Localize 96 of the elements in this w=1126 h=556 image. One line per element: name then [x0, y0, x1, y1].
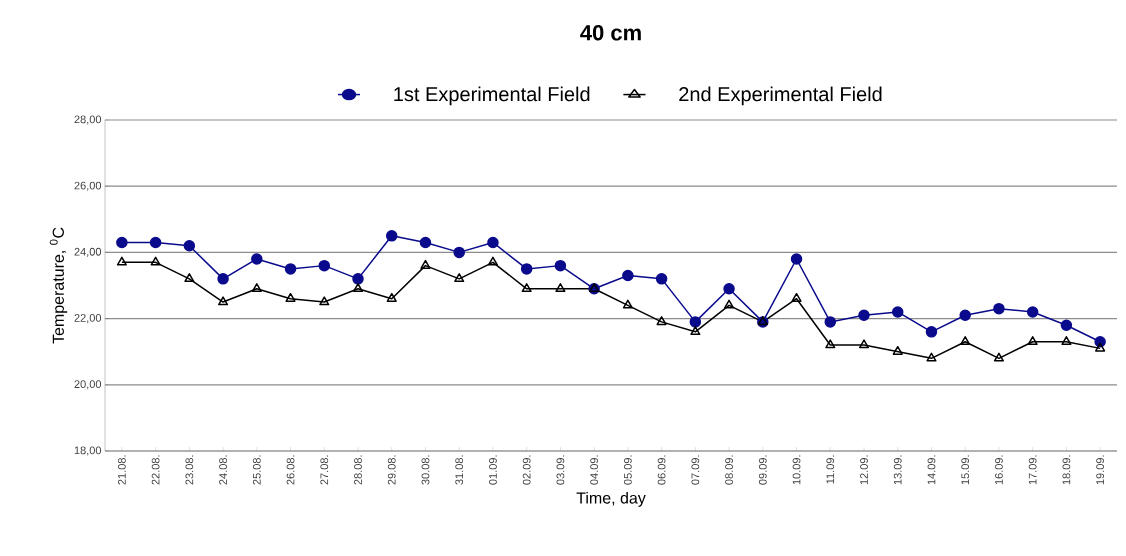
point: [487, 236, 499, 249]
point: [319, 296, 330, 306]
point: [1060, 319, 1073, 331]
point: [790, 253, 803, 265]
x-tick-label: 06.09.: [657, 455, 666, 485]
point: [656, 316, 667, 326]
x-tick-label: 31.08.: [455, 455, 464, 485]
point: [420, 259, 431, 269]
point: [554, 259, 567, 272]
x-tick-label: 26.08.: [286, 455, 295, 485]
point: [352, 283, 364, 293]
chart-title: 40 cm: [580, 24, 641, 41]
point: [386, 292, 397, 302]
x-tick-label: 09.09.: [758, 455, 767, 485]
point: [454, 273, 465, 283]
point: [1027, 336, 1038, 345]
point: [284, 263, 297, 275]
x-tick-label: 01.09.: [489, 455, 497, 485]
point: [419, 236, 432, 249]
point: [183, 240, 196, 252]
point: [791, 292, 802, 302]
x-tick-label: 07.09.: [691, 455, 700, 485]
point: [858, 339, 870, 349]
x-tick-label: 27.08.: [320, 455, 329, 485]
point: [926, 352, 937, 362]
x-tick-label: 23.08.: [185, 455, 194, 485]
point: [251, 283, 262, 293]
point: [487, 256, 499, 266]
point: [689, 316, 702, 328]
point: [622, 269, 634, 282]
point: [655, 273, 668, 285]
x-tick-label: 05.09.: [623, 455, 632, 485]
x-tick-label: 15.09.: [961, 455, 970, 485]
point: [892, 345, 903, 355]
point: [960, 336, 971, 345]
point: [285, 292, 296, 302]
x-tick-label: 08.09.: [725, 455, 733, 485]
legend-label: 1st Experimental Field: [394, 86, 590, 106]
point: [217, 296, 229, 306]
point: [1095, 342, 1106, 352]
point: [858, 309, 870, 322]
point: [1061, 336, 1072, 345]
point: [453, 246, 465, 259]
y-tick-label: 28,00: [74, 115, 102, 125]
x-tick-label: 30.08.: [421, 455, 430, 485]
y-tick-label: 24,00: [74, 247, 102, 257]
point: [723, 283, 735, 295]
x-tick-label: 29.08.: [387, 455, 396, 485]
point: [959, 309, 971, 322]
x-tick-label: 19.09.: [1096, 455, 1105, 485]
x-tick-label: 17.09.: [1028, 455, 1037, 485]
x-tick-label: 24.08.: [219, 455, 227, 485]
x-tick-label: 12.09.: [860, 455, 868, 485]
y-axis-title: Temperature, $^{0}$C: [49, 227, 68, 344]
y-tick-label: 22,00: [74, 314, 102, 324]
point: [925, 326, 938, 338]
x-tick-label: 16.09.: [995, 455, 1003, 485]
point: [184, 273, 195, 283]
point: [116, 256, 127, 266]
point: [520, 263, 533, 275]
y-tick-label: 20,00: [74, 380, 102, 390]
point: [116, 236, 128, 249]
x-tick-label: 21.08.: [117, 455, 126, 485]
point: [352, 273, 364, 285]
x-tick-label: 02.09.: [522, 455, 531, 485]
point: [318, 259, 331, 272]
point: [825, 339, 836, 349]
point: [891, 306, 904, 318]
x-tick-label: 25.08.: [252, 455, 261, 485]
x-tick-label: 13.09.: [893, 455, 902, 485]
point: [150, 256, 161, 266]
point: [521, 283, 532, 293]
x-tick-label: 22.08.: [151, 455, 160, 485]
point: [555, 283, 566, 293]
x-tick-label: 11.09.: [826, 455, 835, 484]
point: [217, 273, 229, 285]
y-tick-label: 18,00: [74, 446, 102, 456]
x-axis-title: Time, day: [576, 491, 646, 507]
point: [690, 326, 701, 336]
x-tick-label: 03.09.: [556, 455, 565, 485]
x-tick-label: 14.09.: [927, 455, 936, 485]
x-tick-label: 04.09.: [590, 455, 599, 485]
point: [1026, 306, 1039, 318]
x-tick-label: 28.08.: [354, 455, 362, 485]
x-tick-label: 18.09.: [1062, 455, 1071, 485]
legend-label: 2nd Experimental Field: [679, 86, 882, 106]
point: [149, 236, 162, 249]
x-tick-label: 10.09.: [792, 455, 801, 485]
point: [723, 299, 735, 309]
point: [993, 352, 1005, 362]
point: [385, 230, 398, 242]
y-tick-label: 26,00: [74, 181, 102, 191]
point: [993, 302, 1005, 315]
point: [251, 253, 263, 265]
point: [622, 299, 633, 309]
point: [824, 316, 837, 328]
